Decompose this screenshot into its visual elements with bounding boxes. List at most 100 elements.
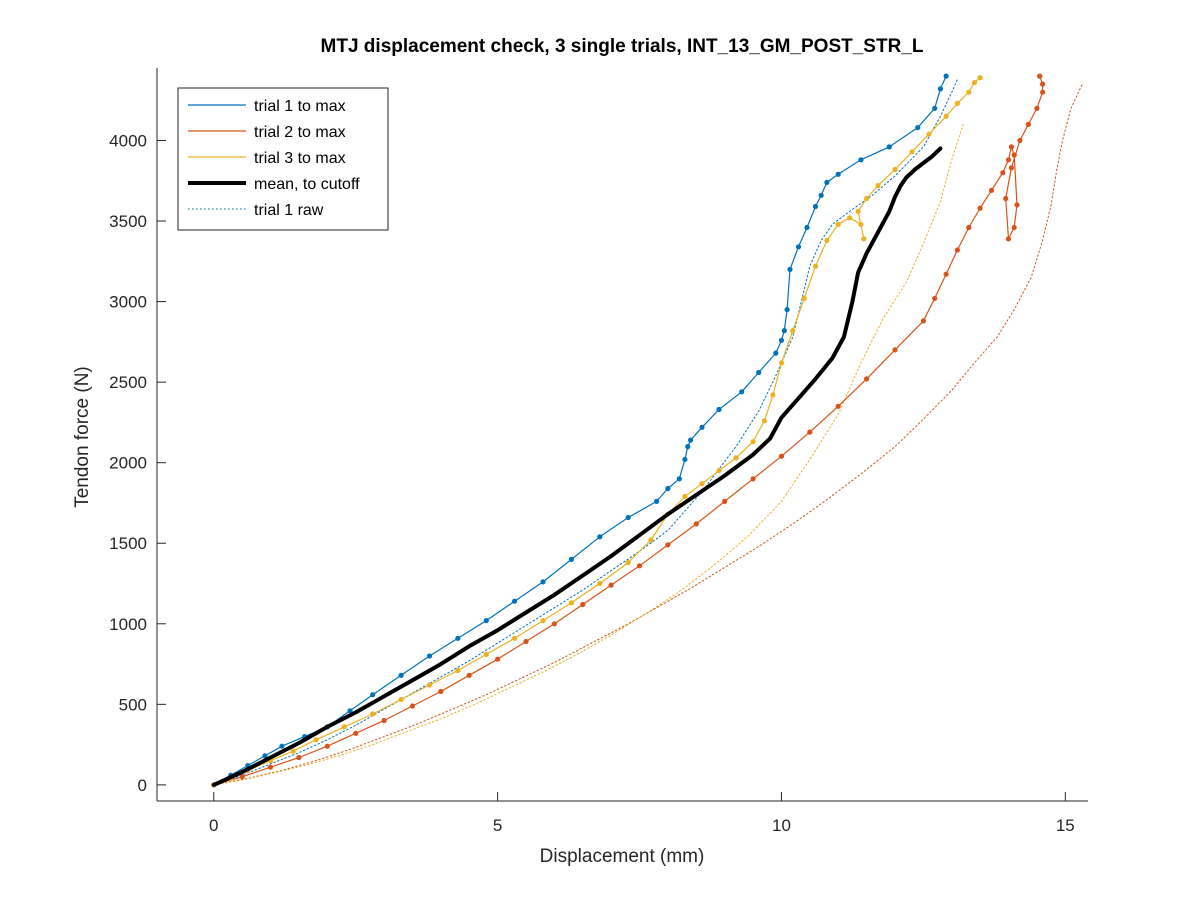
series-3-point: [926, 131, 932, 137]
series-1-point: [818, 192, 824, 198]
series-2-point: [1011, 152, 1017, 158]
series-3-point: [812, 263, 819, 269]
series-2-point: [750, 476, 756, 482]
series-2-point: [1000, 170, 1006, 176]
series-2-point: [1017, 137, 1023, 144]
series-2-point: [778, 453, 785, 459]
series-3-point: [699, 481, 705, 487]
series-3-point: [426, 682, 433, 688]
series-2-point: [523, 638, 529, 645]
series-3-point: [733, 455, 739, 461]
series-1-point: [370, 692, 376, 698]
series-1-point: [778, 337, 785, 343]
series-2-point: [495, 656, 501, 662]
series-1-point: [676, 476, 682, 482]
series-3-point: [370, 711, 376, 717]
series-1-point: [347, 708, 353, 714]
series-2-point: [636, 563, 643, 569]
series-1-point: [858, 157, 864, 163]
series-2-point: [580, 601, 586, 608]
legend: trial 1 to max trial 2 to max trial 3 to m…: [177, 87, 389, 231]
series-3-point: [398, 696, 404, 703]
series-1-point: [685, 444, 691, 450]
series-2-point: [381, 717, 387, 724]
x-tick-label: 10: [772, 816, 791, 835]
series-2-point: [1005, 236, 1012, 242]
series-1-point: [781, 328, 787, 334]
series-2-point: [920, 318, 927, 324]
series-3-point: [597, 580, 603, 587]
series-1-point: [625, 514, 631, 521]
series-1-point: [654, 498, 660, 504]
series-1-point: [716, 406, 722, 413]
series-1-point: [787, 266, 793, 272]
series-2-point: [324, 743, 330, 749]
series-3-point: [861, 236, 867, 242]
series-2-point: [1037, 73, 1043, 79]
series-2-point: [1040, 89, 1046, 95]
series-2-point: [1005, 157, 1012, 163]
series-3-point: [648, 537, 654, 543]
x-tick-label: 15: [1056, 816, 1075, 835]
y-tick-label: 500: [119, 695, 147, 714]
x-tick-label: 5: [493, 816, 502, 835]
plot-area: [211, 73, 1083, 788]
series-2-point: [267, 764, 274, 770]
series-2-point: [807, 429, 813, 435]
series-2-point: [1008, 144, 1015, 150]
series-1-point: [932, 105, 938, 111]
series-2-point: [966, 224, 972, 231]
series-3-point: [858, 221, 864, 227]
x-axis-title: Displacement (mm): [540, 846, 705, 867]
series-1-point: [943, 73, 949, 79]
series-1-point: [773, 350, 779, 356]
legend-label: trial 2 to max: [254, 124, 346, 141]
series-3-point: [290, 748, 296, 754]
series-2-point: [988, 187, 995, 193]
series-3-point: [455, 667, 461, 674]
series-1-point: [804, 224, 810, 231]
series-3-point: [483, 651, 489, 658]
series-2-point: [1011, 224, 1017, 231]
series-3-point: [909, 149, 915, 155]
series-2-point: [835, 403, 841, 409]
series-1-point: [665, 485, 671, 492]
series-line-3: [213, 77, 981, 786]
series-3-point: [770, 392, 776, 398]
series-2-point: [551, 621, 558, 627]
series-1-point: [540, 579, 546, 585]
series-1-point: [455, 635, 461, 641]
series-1-point: [812, 203, 819, 210]
series-3-point: [824, 237, 830, 243]
series-1-point: [739, 389, 745, 395]
series-1-point: [682, 456, 688, 463]
series-3-point: [864, 195, 870, 202]
y-tick-label: 3000: [109, 293, 147, 312]
series-3-point: [855, 208, 861, 214]
legend-label: trial 1 raw: [254, 202, 324, 219]
series-3-point: [801, 295, 807, 301]
series-1-point: [756, 369, 762, 376]
series-3-point: [341, 724, 347, 730]
series-line-4: [211, 146, 943, 787]
series-group: [211, 73, 1083, 788]
series-2-point: [1003, 195, 1009, 202]
y-tick-label: 3500: [109, 212, 147, 231]
y-tick-label: 2500: [109, 373, 147, 392]
series-1-point: [398, 672, 404, 678]
legend-label: trial 1 to max: [254, 98, 346, 115]
series-1-point: [699, 424, 705, 430]
series-3-point: [625, 560, 631, 566]
series-2-point: [239, 774, 245, 780]
series-3-point: [875, 183, 881, 189]
series-3-point: [835, 221, 841, 227]
series-2-point: [466, 672, 472, 678]
series-2-point: [296, 754, 302, 761]
series-2-point: [409, 703, 416, 709]
series-2-point: [1008, 165, 1015, 171]
series-1-point: [937, 86, 944, 92]
legend-box: [177, 87, 389, 231]
series-2-point: [1040, 81, 1046, 87]
series-2-point: [1014, 202, 1020, 208]
